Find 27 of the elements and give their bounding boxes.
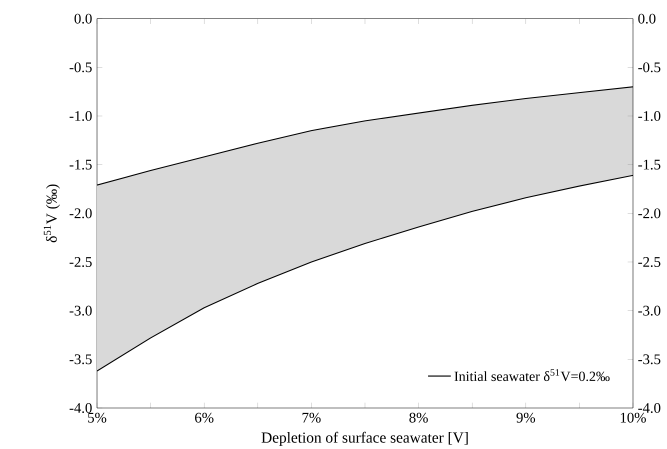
x-tick-label: 6%: [195, 412, 214, 423]
y2-tick-label: -1.0: [638, 111, 660, 121]
y-axis-title: δ$^{51}$V (‰): [44, 184, 60, 242]
y-tick-label: -0.5: [70, 62, 92, 72]
y-tick-label: -3.5: [70, 354, 92, 364]
y2-tick-label: -0.5: [638, 62, 660, 72]
y2-tick-label: -3.5: [638, 354, 660, 364]
y2-tick-label: -2.5: [638, 257, 660, 267]
x-tick-label: 10%: [620, 412, 646, 423]
y-tick-label: -4.0: [70, 403, 92, 413]
x-axis-title: Depletion of surface seawater [V]: [262, 432, 468, 446]
y2-tick-label: -2.0: [638, 208, 660, 218]
y2-tick-label: -4.0: [638, 403, 660, 413]
x-tick-label: 8%: [409, 412, 428, 423]
x-tick-label: 9%: [516, 412, 536, 423]
x-tick-label: 5%: [88, 412, 106, 423]
y2-tick-label: -3.0: [638, 306, 660, 316]
y-tick-label: -1.5: [70, 160, 92, 170]
x-tick-label: 7%: [302, 412, 321, 423]
y-tick-label: -2.5: [70, 257, 92, 267]
legend-label: Initial seawater δ$^{51}$V=0.2‰: [454, 369, 610, 382]
y-tick-label: 0.0: [74, 14, 92, 24]
y2-tick-label: -1.5: [638, 160, 660, 170]
y2-tick-label: 0.0: [638, 14, 656, 24]
y-tick-label: -2.0: [70, 208, 92, 218]
y-tick-label: -3.0: [70, 306, 92, 316]
y-tick-label: -1.0: [70, 111, 92, 121]
